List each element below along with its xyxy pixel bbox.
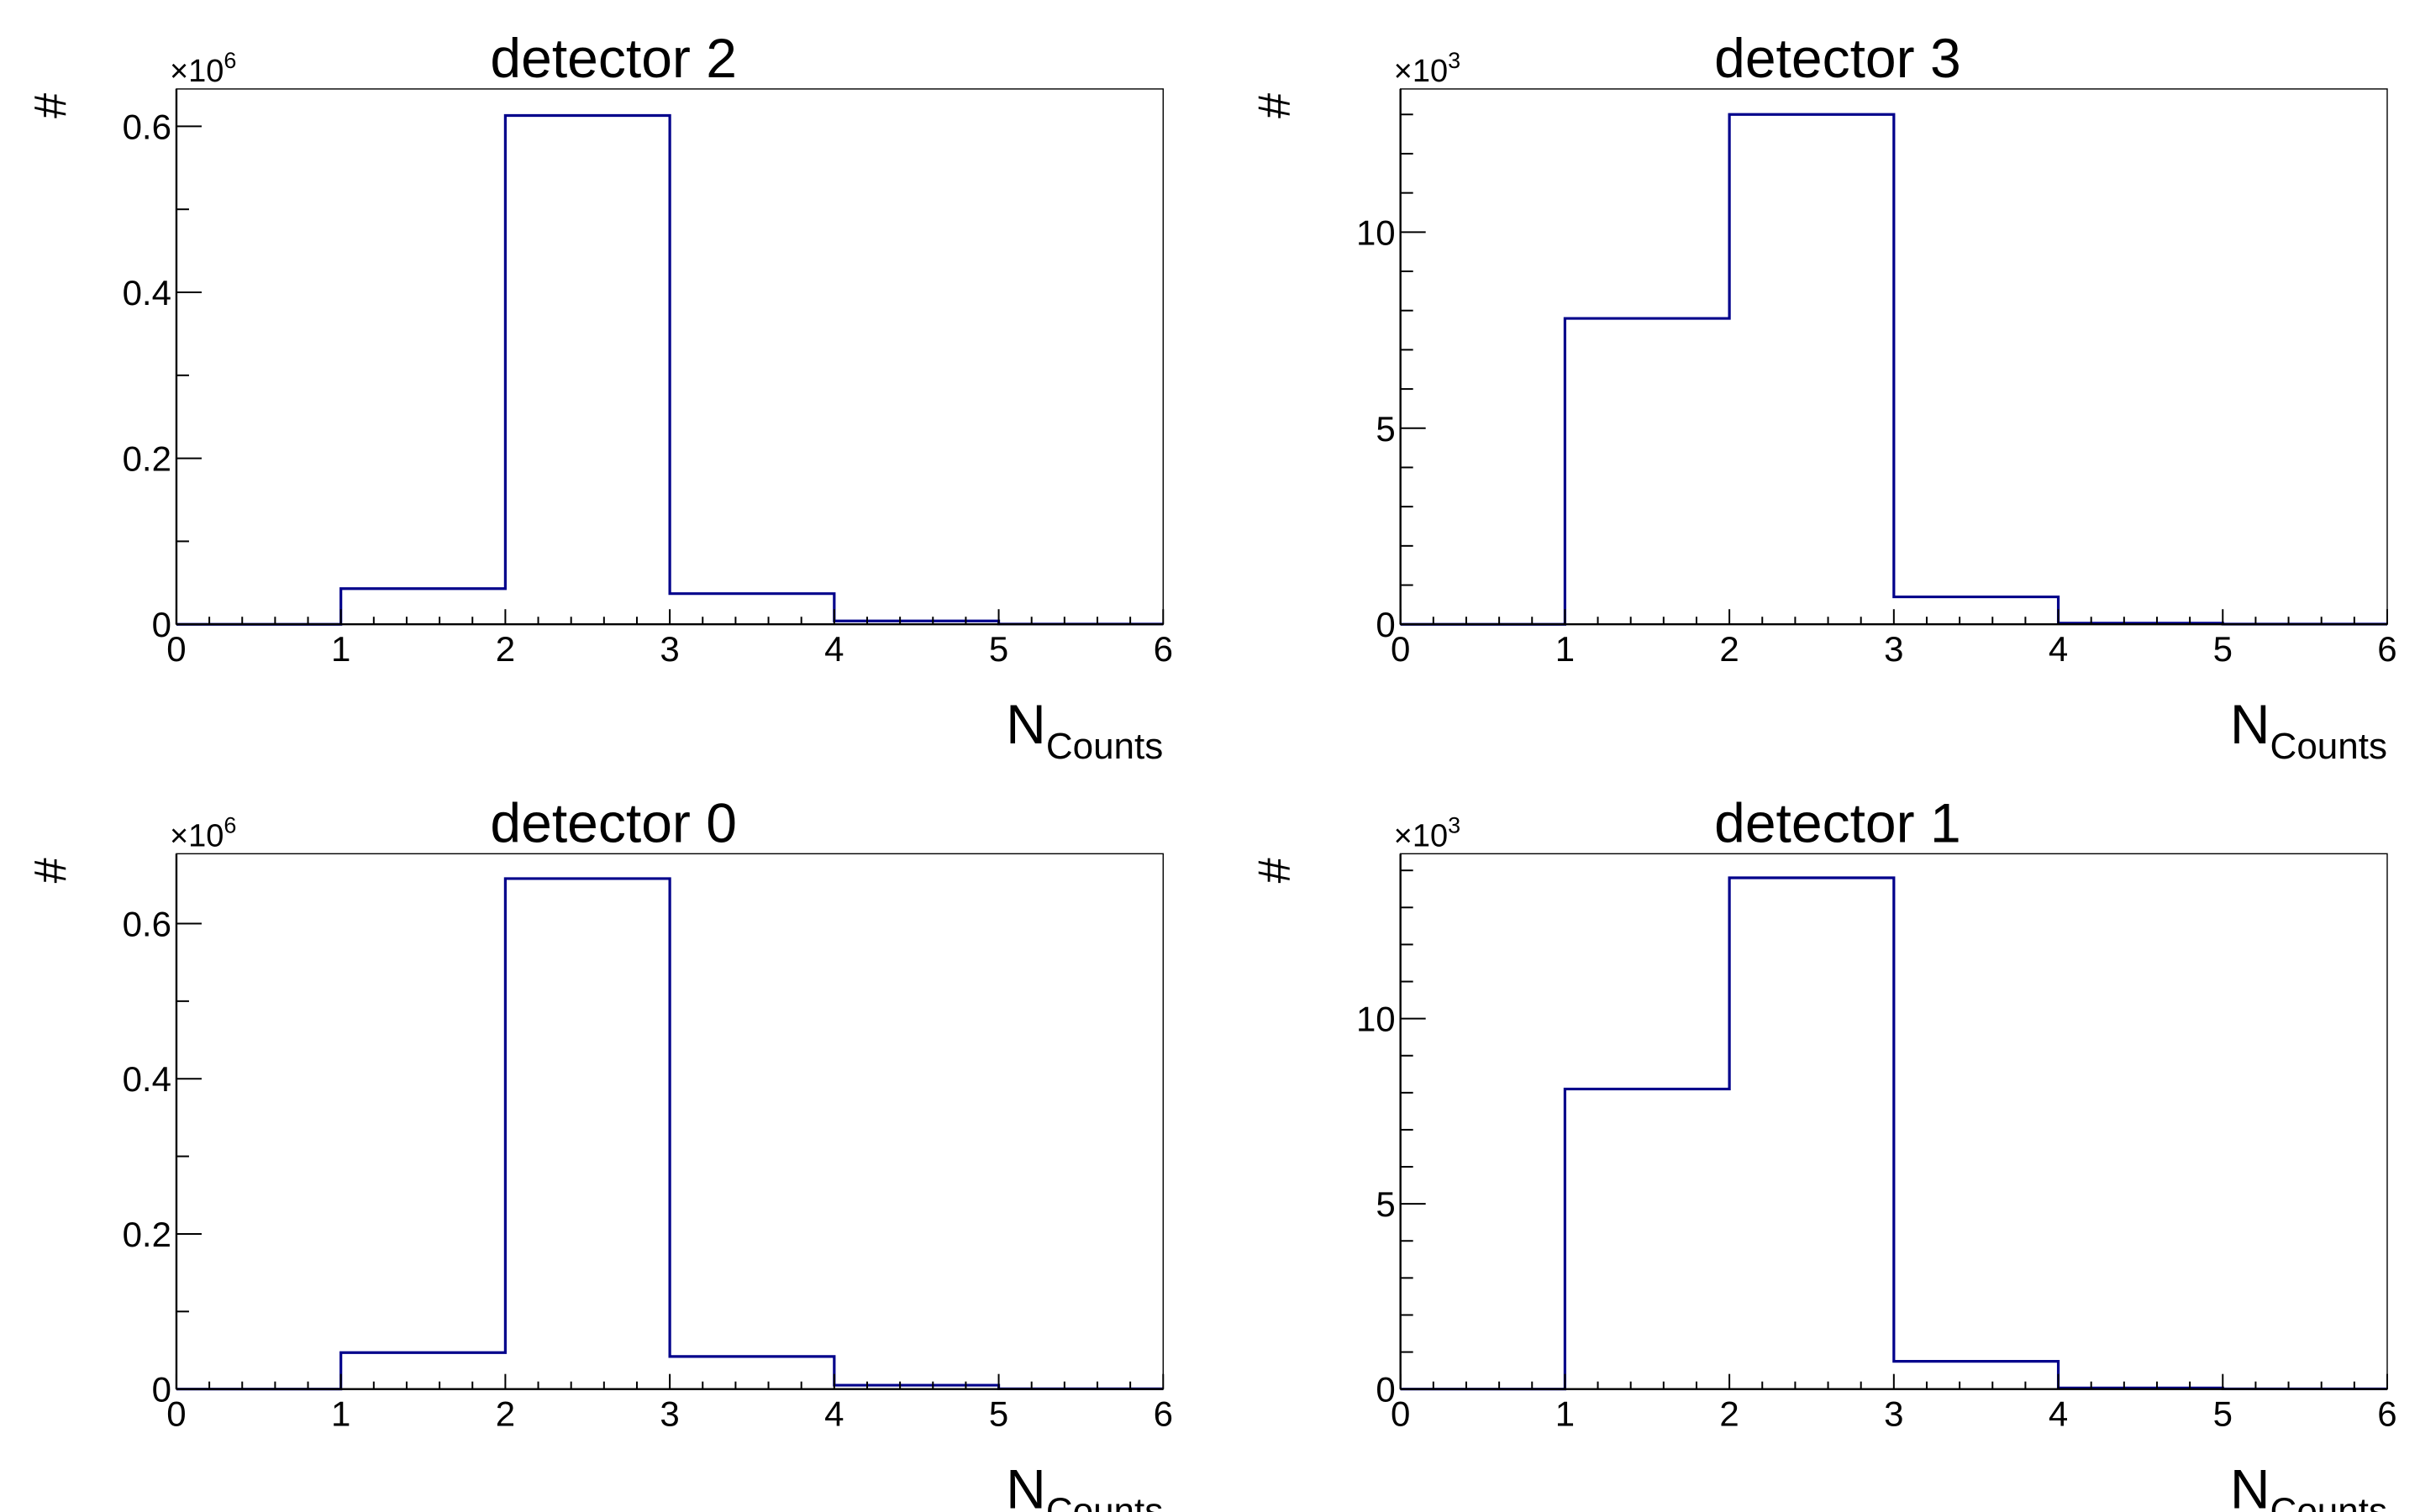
histogram-bin [505, 879, 670, 1389]
x-tick-label: 6 [1154, 629, 1173, 669]
x-axis-label-main: N [2230, 1458, 2270, 1512]
x-tick-label: 1 [331, 1394, 350, 1434]
chart-panel: 0 1 2 3 4 5 600.20.40.6×106 detector 2#NCounts [25, 27, 1173, 767]
x-axis-label: NCounts [2230, 1458, 2387, 1512]
x-axis-label-main: N [1006, 693, 1046, 755]
x-tick-label: 4 [824, 629, 844, 669]
x-tick-label: 5 [989, 1394, 1008, 1434]
axis-exponent: ×103 [1394, 812, 1461, 853]
x-tick-label: 4 [2049, 629, 2068, 669]
histogram-line [1400, 113, 2387, 626]
x-axis-label-main: N [2230, 693, 2270, 755]
histogram-bin [670, 1357, 834, 1389]
axis-exponent-base: ×10 [1394, 818, 1448, 853]
x-axis-label: NCounts [1006, 693, 1163, 767]
x-tick-label: 2 [496, 629, 515, 669]
y-axis-label: # [1249, 93, 1300, 118]
axis-exponent-power: 3 [1448, 48, 1460, 73]
chart-title: detector 3 [1714, 27, 1961, 89]
x-tick-label: 6 [2377, 1394, 2396, 1434]
y-tick-label: 0 [152, 1370, 171, 1410]
axis-exponent-base: ×10 [170, 54, 224, 89]
x-tick-label: 3 [1884, 629, 1903, 669]
x-tick-label: 3 [660, 629, 679, 669]
axis-exponent: ×106 [170, 48, 237, 89]
x-tick-label: 4 [2049, 1394, 2068, 1434]
x-tick-label: 0 [1391, 1394, 1410, 1434]
x-axis-label-subscript: Counts [2270, 726, 2387, 767]
y-tick-label: 10 [1356, 213, 1396, 252]
y-tick-label: 0.2 [123, 1215, 171, 1254]
x-tick-label: 1 [1555, 629, 1575, 669]
chart-title: detector 0 [490, 791, 737, 853]
y-axis-label: # [1249, 858, 1300, 883]
histogram-bin [341, 1352, 506, 1389]
chart-title: detector 1 [1714, 791, 1961, 853]
histogram-line [176, 113, 1164, 626]
y-tick-label: 0.2 [123, 439, 171, 479]
chart-panel: 0 1 2 3 4 5 600.20.40.6×106 detector 0#NCounts [25, 791, 1173, 1512]
histogram-bin [1894, 1362, 2059, 1389]
x-tick-label: 6 [2377, 629, 2396, 669]
axis-exponent-power: 3 [1448, 812, 1460, 837]
y-tick-label: 5 [1376, 409, 1395, 449]
chart-title: detector 2 [490, 27, 737, 89]
histogram-bin [505, 116, 670, 625]
x-tick-label: 1 [1555, 1394, 1575, 1434]
y-tick-label: 0.6 [123, 107, 171, 146]
histogram-bin [1565, 318, 1729, 624]
x-axis-label-main: N [1006, 1458, 1046, 1512]
axis-exponent-power: 6 [224, 48, 236, 73]
histogram-bin [670, 594, 834, 625]
y-tick-label: 10 [1356, 1000, 1396, 1039]
x-tick-label: 5 [2213, 1394, 2233, 1434]
x-axis-label: NCounts [1006, 1458, 1163, 1512]
x-axis-label-subscript: Counts [1046, 1491, 1163, 1512]
histogram-line [1400, 876, 2387, 1391]
y-tick-label: 0 [1376, 605, 1395, 644]
y-tick-label: 0.4 [123, 273, 171, 312]
y-tick-label: 0 [1376, 1370, 1395, 1410]
x-tick-label: 0 [166, 1394, 186, 1434]
x-tick-label: 0 [1391, 629, 1410, 669]
histogram-bin [1729, 114, 1894, 624]
y-tick-label: 0 [152, 605, 171, 644]
x-axis-label: NCounts [2230, 693, 2387, 767]
x-tick-label: 0 [166, 629, 186, 669]
axis-exponent: ×106 [170, 812, 237, 853]
y-tick-label: 0.6 [123, 904, 171, 943]
x-tick-label: 2 [1719, 629, 1739, 669]
axis-exponent-base: ×10 [1394, 54, 1448, 89]
x-tick-label: 4 [824, 1394, 844, 1434]
x-axis-label-subscript: Counts [2270, 1491, 2387, 1512]
axis-exponent-base: ×10 [170, 818, 224, 853]
x-tick-label: 5 [2213, 629, 2233, 669]
axis-exponent: ×103 [1394, 48, 1461, 89]
x-axis-label-subscript: Counts [1046, 726, 1163, 767]
histogram-bin [1565, 1089, 1729, 1389]
histogram-bin [341, 589, 506, 624]
x-tick-label: 5 [989, 629, 1008, 669]
y-tick-label: 5 [1376, 1184, 1395, 1224]
axis-exponent-power: 6 [224, 812, 236, 837]
x-tick-label: 3 [1884, 1394, 1903, 1434]
x-tick-label: 1 [331, 629, 350, 669]
y-axis-label: # [25, 93, 76, 118]
x-tick-label: 2 [1719, 1394, 1739, 1434]
histogram-bin [1729, 878, 1894, 1389]
x-tick-label: 3 [660, 1394, 679, 1434]
histogram-line [176, 877, 1164, 1391]
x-tick-label: 2 [496, 1394, 515, 1434]
y-tick-label: 0.4 [123, 1059, 171, 1099]
x-tick-label: 6 [1154, 1394, 1173, 1434]
histogram-bin [1894, 597, 2059, 625]
y-axis-label: # [25, 858, 76, 883]
